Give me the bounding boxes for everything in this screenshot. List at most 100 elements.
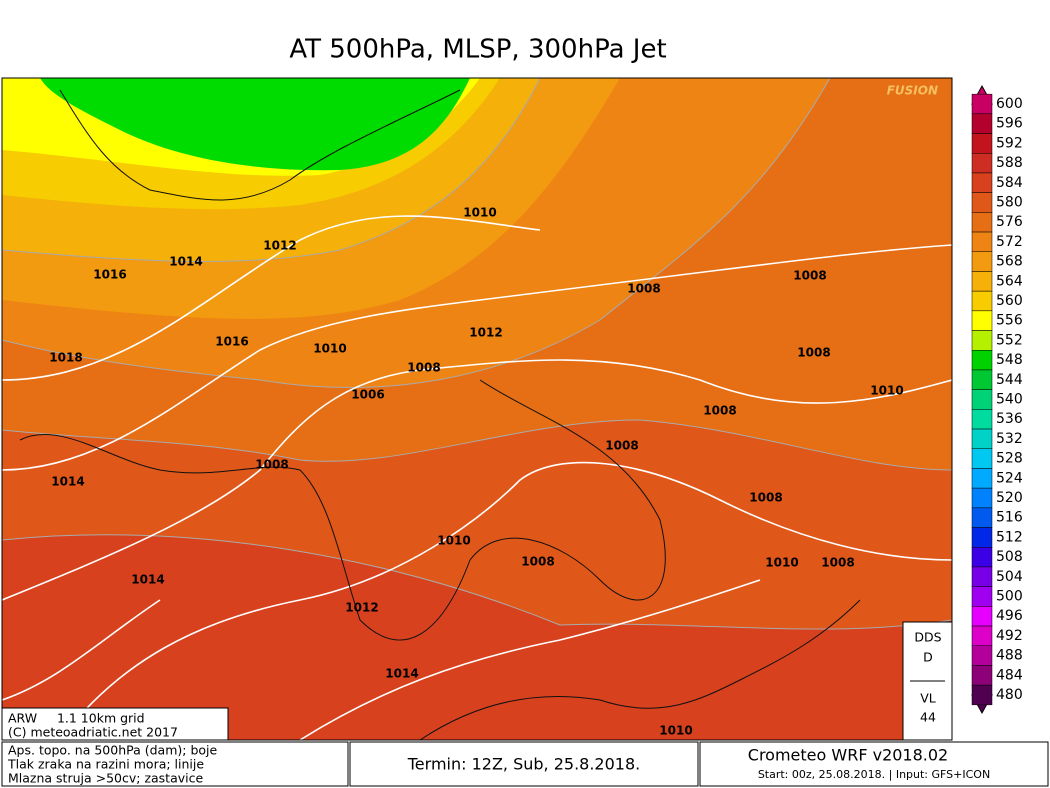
legend-note: Mlazna struja >50cv; zastavice	[8, 771, 203, 786]
colorbar-swatch	[971, 625, 993, 646]
legend-note: Tlak zraka na razini mora; linije	[7, 757, 204, 772]
isobar-label: 1012	[469, 326, 502, 340]
info-box: ARW 1.1 10km grid (C) meteoadriatic.net …	[1, 707, 229, 741]
colorbar-label: 492	[996, 628, 1023, 644]
isobar-label: 1006	[351, 388, 384, 402]
colorbar-swatch	[971, 93, 993, 115]
colorbar-swatch	[971, 428, 993, 449]
isobar-label: 1016	[93, 268, 126, 282]
isobar-label: 1008	[521, 555, 554, 569]
isobar-label: 1008	[627, 282, 660, 296]
colorbar-label: 580	[996, 195, 1023, 211]
colorbar-swatch	[971, 231, 993, 253]
colorbar-label: 512	[996, 529, 1023, 545]
colorbar-label: 576	[996, 214, 1023, 230]
colorbar-label: 600	[996, 96, 1023, 112]
colorbar: 600 596 592 588 584 580 576 572 568 564 560 556 552 5…	[971, 84, 1023, 715]
colorbar-label: 536	[996, 411, 1023, 427]
isobar-label: 1010	[437, 534, 470, 548]
isobar-label: 1010	[313, 342, 346, 356]
colorbar-label: 532	[996, 431, 1023, 447]
isobar-label: 1012	[263, 239, 296, 253]
colorbar-swatch	[971, 409, 993, 430]
model-name: Crometeo WRF v2018.02	[748, 746, 948, 765]
station-box: DDS D VL 44	[902, 621, 953, 741]
colorbar-swatch	[971, 172, 993, 193]
colorbar-swatch	[971, 290, 993, 312]
isobar-label: 1014	[131, 573, 164, 587]
isobar-label: 1008	[407, 361, 440, 375]
colorbar-label: 480	[996, 687, 1023, 703]
colorbar-swatch	[971, 606, 993, 627]
colorbar-swatch	[971, 192, 993, 213]
colorbar-label: 560	[996, 293, 1023, 309]
colorbar-swatch	[971, 586, 993, 607]
colorbar-label: 552	[996, 332, 1023, 348]
isobar-label: 1008	[793, 269, 826, 283]
colorbar-swatch	[971, 113, 993, 134]
run-time: Termin: 12Z, Sub, 25.8.2018.	[407, 755, 640, 774]
map-field	[2, 78, 952, 740]
station-text: 44	[920, 710, 936, 725]
colorbar-label: 516	[996, 510, 1023, 526]
isobar-label: 1008	[605, 439, 638, 453]
colorbar-label: 556	[996, 313, 1023, 329]
colorbar-label: 520	[996, 490, 1023, 506]
colorbar-label: 592	[996, 135, 1023, 151]
colorbar-swatch	[971, 566, 993, 587]
colorbar-swatch	[971, 665, 993, 686]
watermark: FUSION	[887, 84, 938, 98]
colorbar-label: 484	[996, 667, 1023, 683]
map-title: AT 500hPa, MLSP, 300hPa Jet	[289, 35, 666, 65]
colorbar-label: 488	[996, 648, 1023, 664]
isobar-label: 1018	[49, 351, 82, 365]
start-info: Start: 00z, 25.08.2018. | Input: GFS+ICO…	[758, 768, 990, 781]
map-frame	[1, 77, 953, 741]
station-text: D	[923, 650, 933, 665]
station-text: DDS	[914, 630, 941, 645]
colorbar-label: 508	[996, 549, 1023, 565]
colorbar-label: 564	[996, 273, 1023, 289]
colorbar-swatch	[971, 271, 993, 292]
colorbar-swatch	[971, 350, 993, 371]
footer: Aps. topo. na 500hPa (dam); boje Tlak zr…	[1, 741, 1049, 787]
isobar-label: 1014	[51, 475, 84, 489]
colorbar-label: 504	[996, 569, 1023, 585]
colorbar-swatch	[971, 684, 993, 706]
isobar-label: 1010	[463, 206, 496, 220]
isobar-label: 1008	[797, 346, 830, 360]
colorbar-swatch	[971, 448, 993, 469]
isobar-labels: 1010 1012 1014 1016 1018 1016 1010 1012 …	[49, 206, 903, 738]
colorbar-swatch	[971, 133, 993, 154]
isobar-label: 1014	[169, 255, 202, 269]
isobar-label: 1010	[659, 724, 692, 738]
colorbar-label: 588	[996, 155, 1023, 171]
station-text: VL	[920, 691, 936, 706]
colorbar-label: 572	[996, 234, 1023, 250]
isobar-label: 1008	[255, 458, 288, 472]
colorbar-label: 584	[996, 175, 1023, 191]
colorbar-label: 568	[996, 254, 1023, 270]
isobar-label: 1008	[749, 491, 782, 505]
colorbar-label: 544	[996, 372, 1023, 388]
colorbar-swatch	[971, 527, 993, 548]
colorbar-swatch	[971, 310, 993, 331]
colorbar-swatch	[971, 330, 993, 351]
colorbar-label: 528	[996, 451, 1023, 467]
colorbar-swatch	[971, 153, 993, 174]
colorbar-swatch	[971, 212, 993, 233]
colorbar-swatch	[971, 547, 993, 568]
colorbar-label: 548	[996, 352, 1023, 368]
isobar-label: 1010	[870, 384, 903, 398]
legend-note: Aps. topo. na 500hPa (dam); boje	[8, 743, 218, 758]
colorbar-swatch	[971, 468, 993, 489]
colorbar-label: 500	[996, 589, 1023, 605]
colorbar-swatch	[971, 645, 993, 666]
colorbar-swatch	[971, 487, 993, 509]
colorbar-label: 596	[996, 116, 1023, 132]
colorbar-swatch	[971, 369, 993, 390]
isobar-label: 1008	[703, 404, 736, 418]
colorbar-label: 496	[996, 608, 1023, 624]
isobar-label: 1016	[215, 335, 248, 349]
